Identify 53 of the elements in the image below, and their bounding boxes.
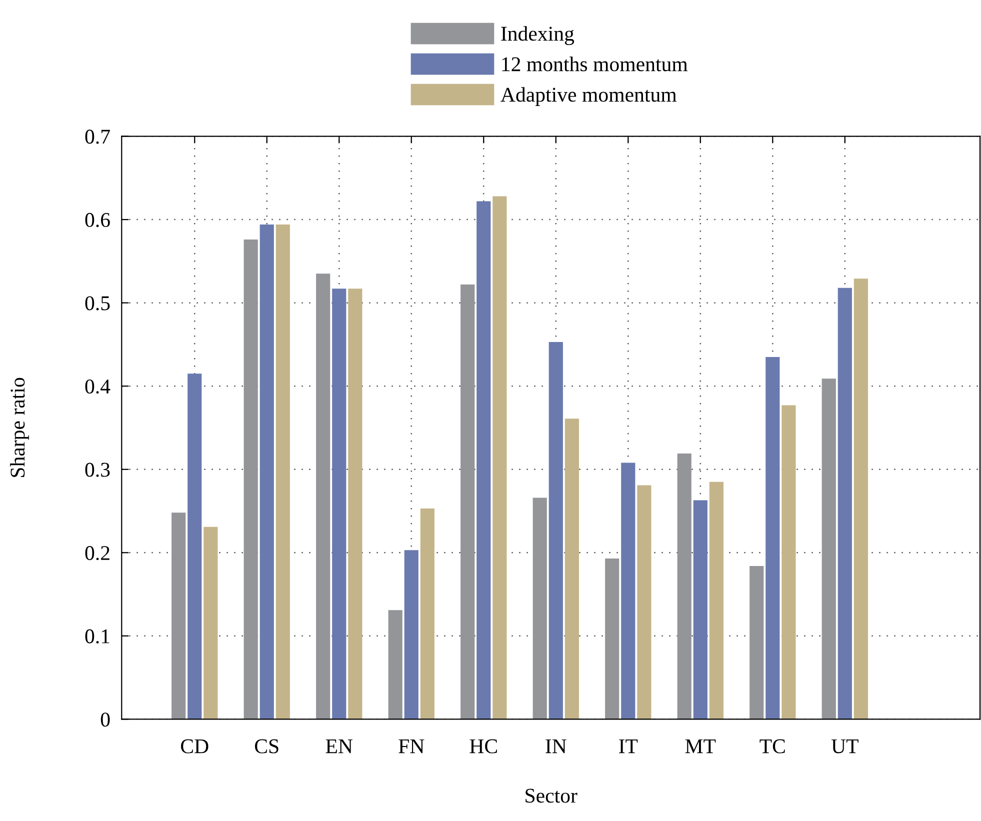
bar (564, 418, 579, 720)
x-tick-label: MT (685, 739, 716, 754)
bar (276, 224, 290, 720)
bar (188, 374, 202, 720)
bar (492, 196, 507, 720)
y-tick-label: 0.1 (85, 629, 110, 644)
y-axis-title: Sharpe ratio (10, 378, 29, 477)
bar (750, 566, 764, 720)
bar (838, 288, 852, 720)
y-tick-label: 0 (100, 712, 110, 727)
bar (822, 378, 836, 720)
x-tick-label: HC (470, 739, 497, 754)
y-tick-label: 0.5 (85, 296, 110, 310)
x-tick-label: EN (326, 739, 353, 754)
bar (605, 558, 620, 720)
y-tick-label: 0.2 (85, 546, 110, 560)
bar (244, 240, 258, 720)
bar (332, 288, 346, 720)
bar (637, 485, 652, 720)
bar (204, 526, 218, 720)
y-tick-label: 0.7 (85, 130, 110, 144)
bar (388, 610, 402, 720)
x-axis-title: Sector (526, 788, 578, 803)
bar (693, 500, 708, 720)
bar (260, 224, 274, 720)
x-tick-label: IT (619, 739, 638, 754)
x-tick-label: UT (831, 739, 858, 754)
y-tick-label: 0.6 (85, 212, 110, 228)
x-tick-label: TC (760, 739, 785, 754)
bar (782, 405, 796, 720)
bar (532, 498, 547, 720)
bar (766, 356, 780, 720)
bar (460, 284, 475, 720)
y-tick-label: 0.4 (85, 379, 110, 394)
bar (854, 278, 868, 720)
legend-label: Indexing (501, 26, 574, 46)
x-tick-label: CD (181, 739, 208, 754)
legend-label: Adaptive momentum (500, 87, 677, 106)
x-tick-label: IN (546, 739, 566, 754)
y-tick-label: 0.3 (85, 462, 110, 477)
bar (404, 550, 418, 720)
bar (172, 512, 186, 720)
legend-label: 12 months momentum (502, 56, 688, 72)
bar (548, 342, 563, 720)
x-tick-label: FN (398, 739, 424, 754)
bar (420, 508, 434, 720)
bar (621, 462, 636, 720)
bar (476, 201, 491, 720)
bar (316, 274, 330, 720)
bar (677, 454, 692, 720)
bar (709, 482, 724, 720)
x-tick-label: CS (254, 739, 278, 754)
bar (348, 288, 362, 720)
